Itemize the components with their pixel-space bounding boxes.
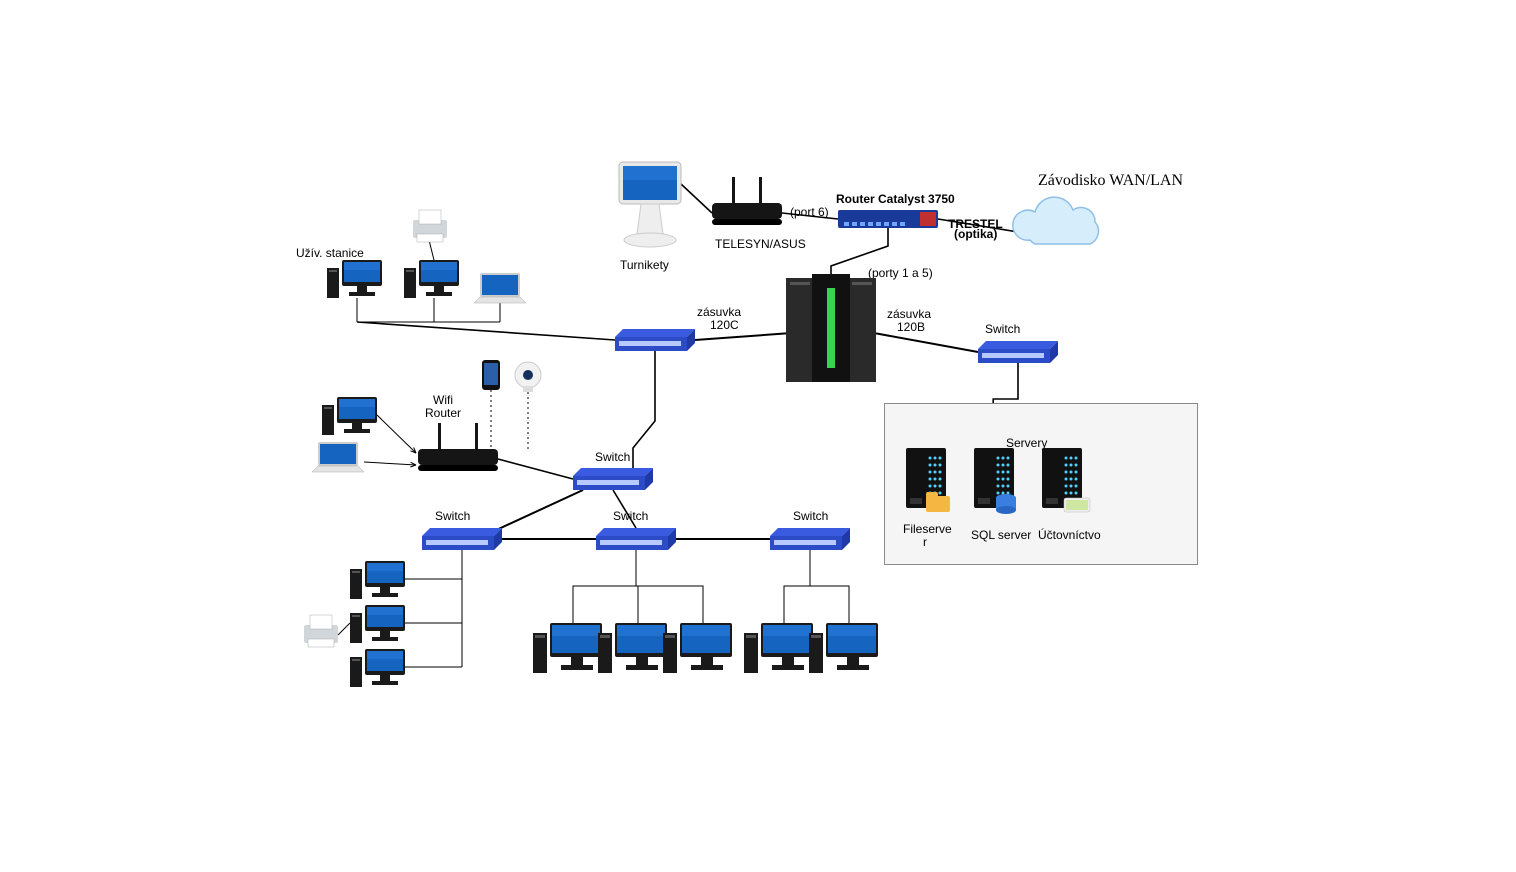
webcam-icon [515, 362, 715, 562]
right-pc-2-icon [809, 623, 1009, 823]
mainframe-icon [786, 274, 986, 474]
printer-2-icon [300, 615, 500, 815]
server-acct-icon [1042, 448, 1242, 648]
diagram-title: Závodisko WAN/LAN [1038, 172, 1183, 190]
label-uziv_lbl: Užív. stanice [296, 246, 364, 260]
